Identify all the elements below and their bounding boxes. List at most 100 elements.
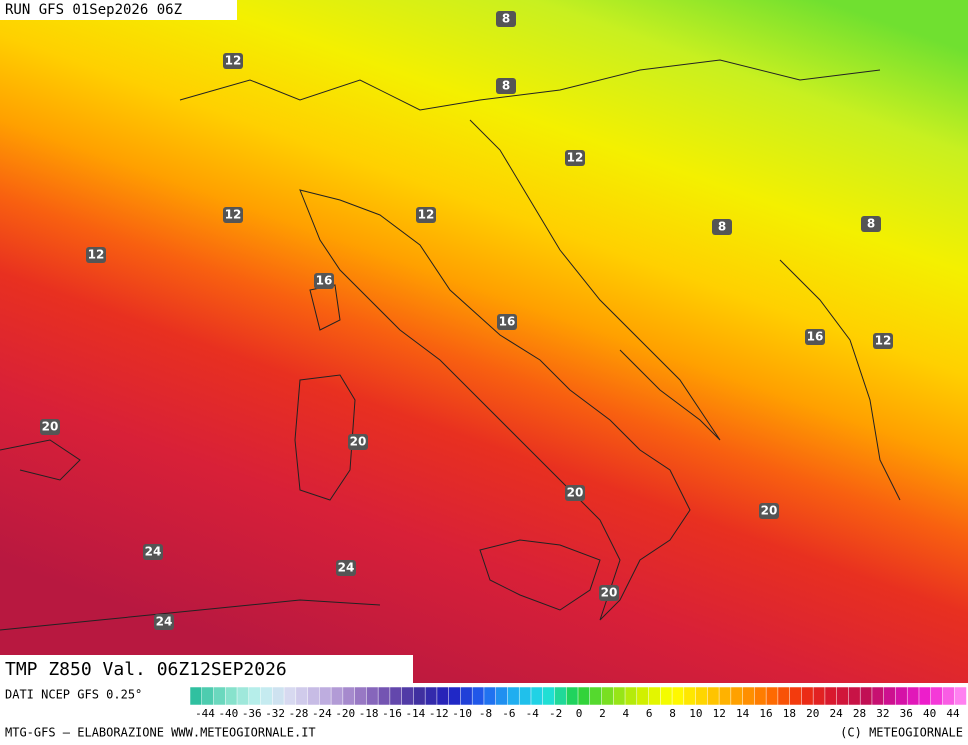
contour-label: 12 [225, 208, 242, 222]
contour-label-box [223, 207, 243, 223]
colorbar-swatch [495, 686, 509, 706]
colorbar-label: 10 [689, 707, 702, 720]
colorbar-swatch [248, 686, 262, 706]
contour-label: 16 [316, 274, 333, 288]
colorbar-swatch [660, 686, 673, 706]
contour-label: 8 [502, 12, 510, 26]
colorbar-swatch [589, 686, 603, 706]
colorbar-label: 8 [669, 707, 676, 720]
colorbar-swatch [389, 686, 403, 706]
colorbar-label: -32 [265, 707, 285, 720]
colorbar-swatch [272, 686, 285, 706]
contour-label: 12 [875, 334, 892, 348]
contour-label-box [416, 207, 436, 223]
contour-label: 24 [145, 545, 162, 559]
contour-label: 20 [761, 504, 778, 518]
colorbar-label: -18 [359, 707, 379, 720]
colorbar-label: -40 [218, 707, 238, 720]
colorbar-swatch [613, 686, 626, 706]
map-title: TMP Z850 Val. 06Z12SEP2026 [5, 659, 287, 680]
colorbar-swatch [695, 686, 709, 706]
colorbar-label: 4 [622, 707, 629, 720]
colorbar-label: -2 [549, 707, 562, 720]
contour-label: 20 [567, 486, 584, 500]
contour-label-box [40, 419, 60, 435]
colorbar-label: 16 [759, 707, 772, 720]
contour-label: 8 [718, 220, 726, 234]
contour-label-box [314, 273, 334, 289]
colorbar-swatch [565, 686, 579, 706]
contour-label-box [496, 78, 516, 94]
contour-label: 12 [88, 248, 105, 262]
colorbar-label: 36 [900, 707, 913, 720]
colorbar-swatch [542, 686, 556, 706]
colorbar-swatch [812, 686, 826, 706]
contour-label-box [497, 314, 517, 330]
colorbar-swatch [801, 686, 814, 706]
colorbar-swatch [765, 686, 779, 706]
colorbar-swatch [707, 686, 720, 706]
colorbar-swatch [859, 686, 873, 706]
contour-label: 12 [225, 54, 242, 68]
colorbar-swatch [648, 686, 662, 706]
colorbar-swatch [283, 686, 297, 706]
colorbar-label: -10 [452, 707, 472, 720]
colorbar-swatch [236, 686, 250, 706]
colorbar-label: 32 [876, 707, 889, 720]
coastlines [0, 59, 901, 631]
colorbar-label: -44 [195, 707, 215, 720]
contour-label: 24 [156, 615, 173, 629]
colorbar-swatch [601, 686, 615, 706]
colorbar: -44 -40 -36 -32 -28 -24 -20 -18 -16 -14 -12 -10 -8 -6… [189, 686, 967, 720]
colorbar-swatch [213, 686, 227, 706]
colorbar-swatch [307, 686, 321, 706]
colorbar-label: 0 [576, 707, 583, 720]
colorbar-label: -4 [526, 707, 540, 720]
colorbar-swatch [942, 686, 955, 706]
colorbar-swatch [671, 686, 685, 706]
colorbar-label: 18 [783, 707, 796, 720]
contour-label-box [86, 247, 106, 263]
contour-label-box [336, 560, 356, 576]
contour-label-box [154, 614, 174, 630]
colorbar-label: -36 [242, 707, 262, 720]
colorbar-swatch [201, 686, 215, 706]
colorbar-swatch [930, 686, 944, 706]
colorbar-swatch [530, 686, 544, 706]
colorbar-swatch [354, 686, 368, 706]
footer-left: MTG-GFS — ELABORAZIONE WWW.METEOGIORNALE… [5, 726, 316, 740]
colorbar-swatch [401, 686, 415, 706]
contour-label: 12 [567, 151, 584, 165]
colorbar-swatch [789, 686, 803, 706]
colorbar-swatch [424, 686, 438, 706]
contour-label: 8 [867, 217, 875, 231]
contour-label: 20 [42, 420, 59, 434]
colorbar-swatch [225, 686, 238, 706]
colorbar-label: 6 [646, 707, 653, 720]
colorbar-swatch [260, 686, 274, 706]
colorbar-label: 14 [736, 707, 750, 720]
colorbar-swatch [824, 686, 838, 706]
contour-labels: 8 12 8 12 12 12 8 8 12 16 16 16 12 20 20 20 20 24 24 20 24 [40, 11, 893, 630]
colorbar-label: 44 [946, 707, 960, 720]
colorbar-swatch [683, 686, 697, 706]
colorbar-swatch [754, 686, 767, 706]
footer-right: (C) METEOGIORNALE [840, 726, 963, 740]
colorbar-swatch [319, 686, 332, 706]
colorbar-swatch [953, 686, 967, 706]
contour-label-box [759, 503, 779, 519]
colorbar-swatch [918, 686, 932, 706]
colorbar-swatch [436, 686, 450, 706]
colorbar-swatch [871, 686, 885, 706]
header-box [0, 0, 237, 20]
title-box [0, 655, 413, 683]
contour-label: 24 [338, 561, 355, 575]
contour-label-box [143, 544, 163, 560]
colorbar-label: -6 [502, 707, 515, 720]
colorbar-label: 28 [853, 707, 866, 720]
contour-label-box [861, 216, 881, 232]
colorbar-swatch [906, 686, 920, 706]
colorbar-label: -28 [289, 707, 309, 720]
colorbar-swatch [554, 686, 567, 706]
colorbar-swatch [895, 686, 908, 706]
